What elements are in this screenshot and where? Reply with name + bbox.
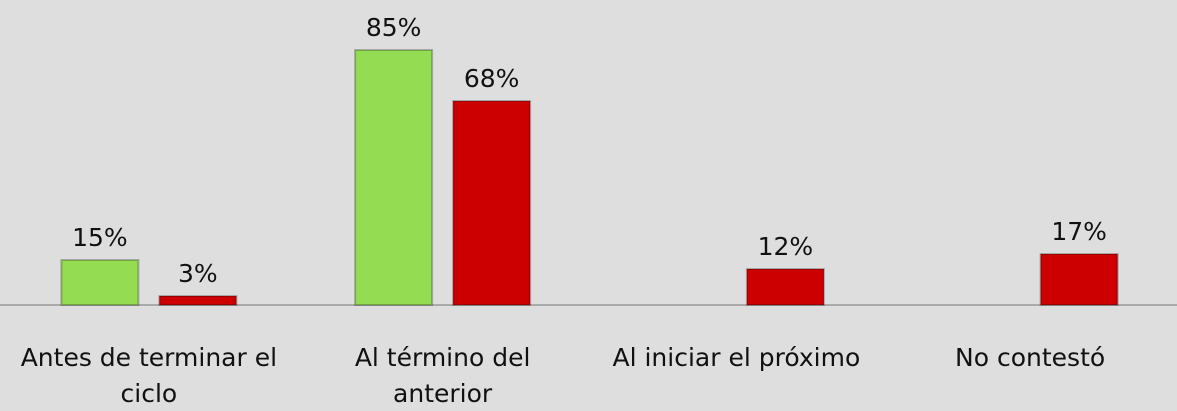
value-label: 12%	[758, 232, 814, 261]
bar	[60, 259, 140, 306]
bar	[745, 268, 825, 306]
value-label: 15%	[72, 223, 128, 252]
x-tick-label: Antes de terminar el ciclo	[20, 343, 278, 408]
bar	[452, 100, 532, 306]
x-tick-label: Al iniciar el próximo	[612, 343, 861, 372]
value-label: 85%	[366, 13, 422, 42]
x-tick-label: No contestó	[955, 343, 1106, 372]
bar	[1039, 253, 1119, 306]
bar	[354, 49, 434, 306]
x-tick-label: Al término del anterior	[354, 343, 531, 408]
value-label: 68%	[464, 64, 520, 93]
value-label: 17%	[1051, 217, 1107, 246]
value-label: 3%	[178, 259, 218, 288]
bar	[158, 295, 238, 306]
